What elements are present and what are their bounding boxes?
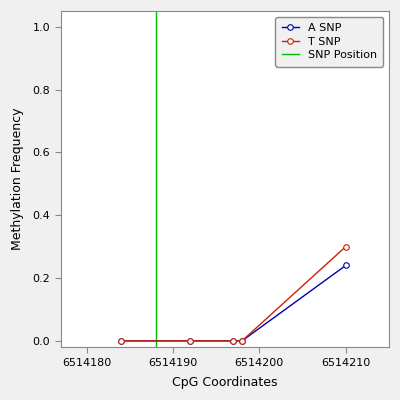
A SNP xyxy=(231,338,236,343)
Line: A SNP: A SNP xyxy=(118,263,348,344)
T SNP xyxy=(343,244,348,249)
A SNP xyxy=(119,338,124,343)
A SNP xyxy=(343,263,348,268)
Y-axis label: Methylation Frequency: Methylation Frequency xyxy=(11,108,24,250)
A SNP xyxy=(188,338,192,343)
T SNP xyxy=(119,338,124,343)
Legend: A SNP, T SNP, SNP Position: A SNP, T SNP, SNP Position xyxy=(275,17,383,67)
X-axis label: CpG Coordinates: CpG Coordinates xyxy=(172,376,278,389)
Line: T SNP: T SNP xyxy=(118,244,348,344)
T SNP xyxy=(231,338,236,343)
T SNP xyxy=(240,338,244,343)
T SNP xyxy=(188,338,192,343)
A SNP xyxy=(240,338,244,343)
